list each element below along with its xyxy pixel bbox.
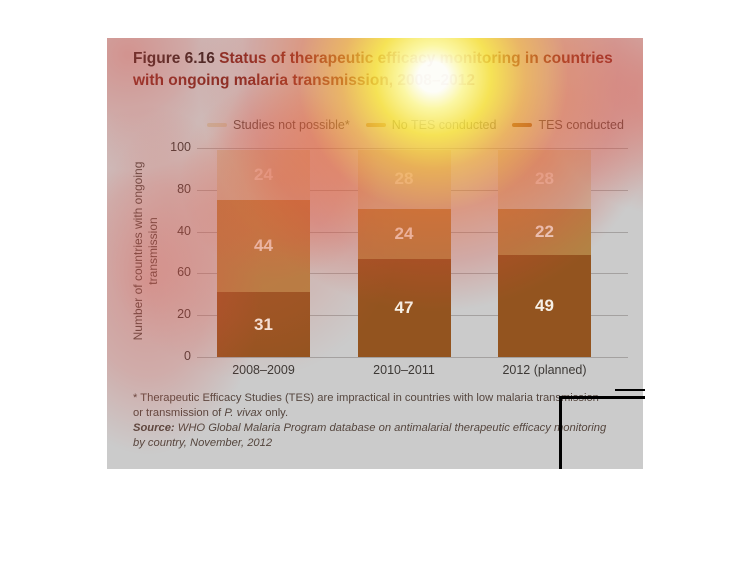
footnote-block: * Therapeutic Efficacy Studies (TES) are… (133, 391, 638, 451)
bar-segment: 31 (217, 292, 310, 357)
gridline (197, 148, 628, 149)
x-axis-category-label: 2012 (planned) (502, 363, 587, 377)
bar-segment: 49 (498, 254, 591, 357)
bar-segment: 44 (217, 200, 310, 293)
source-label: Source: (133, 422, 175, 434)
annotation-vertical-line (559, 397, 562, 469)
bar-segment: 28 (357, 150, 451, 209)
bar-segment: 28 (498, 150, 591, 209)
bar-segment-value-label: 22 (535, 221, 554, 241)
bar-segment-value-label: 24 (394, 223, 414, 243)
bar-segment: 24 (357, 208, 451, 259)
footnote-line-2: or transmission of P. vivax only. (133, 407, 289, 419)
bar-segment: 47 (357, 258, 451, 357)
bar-segment-value-label: 24 (254, 165, 273, 185)
bar-segment-value-label: 49 (535, 295, 554, 315)
y-axis-title: Number of countries with ongoing transmi… (131, 161, 160, 341)
bar-segment: 22 (498, 208, 591, 255)
annotation-horizontal-line-thick (559, 396, 645, 399)
bar-segment-value-label: 44 (254, 236, 273, 256)
bar-segment-value-label: 28 (535, 169, 554, 189)
bar-segment-value-label: 47 (394, 297, 414, 317)
x-axis-category-label: 2008–2009 (232, 363, 295, 377)
species-name: P. vivax (224, 407, 263, 419)
annotation-horizontal-line-thin (615, 389, 645, 391)
footnote-line-1: * Therapeutic Efficacy Studies (TES) are… (133, 392, 599, 404)
gridline (197, 357, 628, 358)
bar-segment: 24 (217, 150, 310, 201)
source-line-1: Source: WHO Global Malaria Program datab… (133, 422, 607, 434)
source-line-2: by country, November, 2012 (133, 437, 273, 449)
bar-segment-value-label: 31 (254, 314, 273, 334)
x-axis-category-label: 2010–2011 (373, 363, 435, 377)
figure-panel: Figure 6.16 Status of therapeutic effica… (107, 38, 643, 469)
bar-segment-value-label: 28 (394, 169, 414, 189)
